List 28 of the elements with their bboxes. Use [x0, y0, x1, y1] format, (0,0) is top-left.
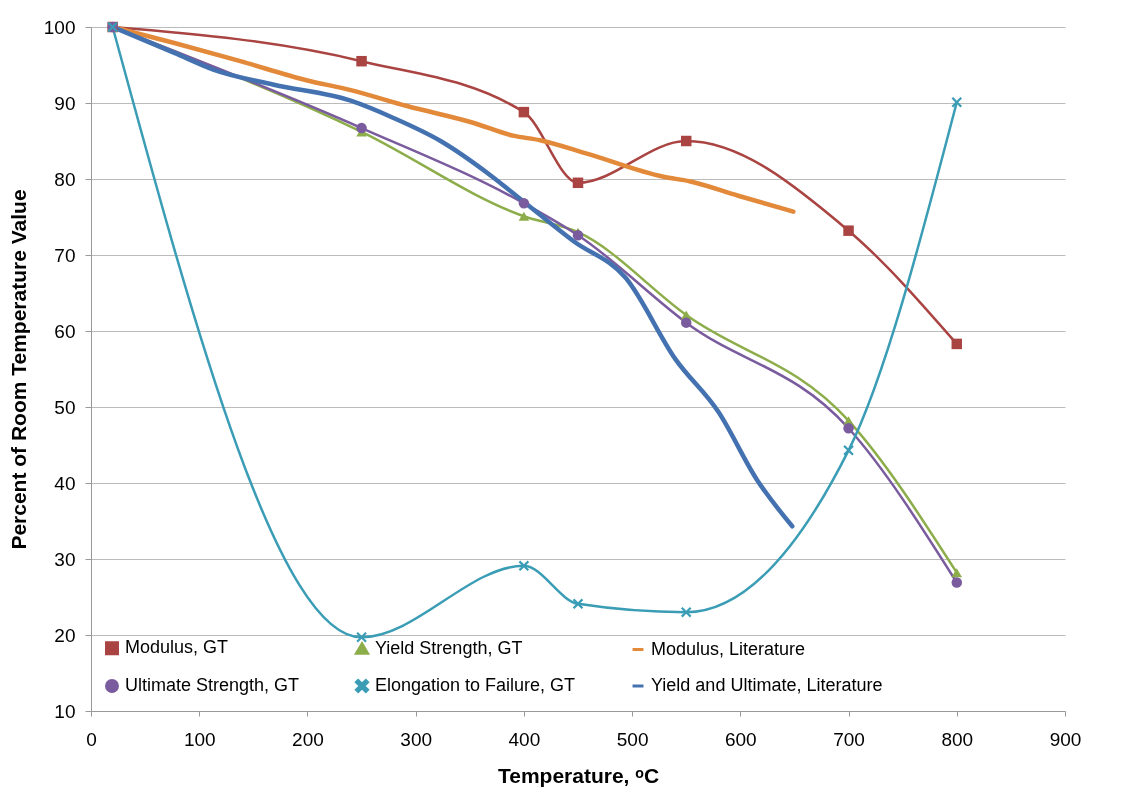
legend-label: Elongation to Failure, GT: [375, 675, 576, 695]
y-tick-label: 60: [54, 320, 76, 342]
x-axis-title: Temperature, ᵒC: [497, 763, 660, 787]
x-tick-label: 400: [508, 728, 541, 750]
legend-label: Yield and Ultimate, Literature: [651, 675, 883, 695]
y-tick-label: 10: [54, 700, 76, 722]
y-tick-label: 100: [43, 16, 76, 38]
legend-label: Modulus, GT: [125, 637, 229, 658]
x-tick-label: 100: [183, 728, 216, 750]
legend-label: Modulus, Literature: [651, 638, 806, 659]
x-tick-label: 600: [724, 728, 757, 750]
y-tick-label: 80: [54, 168, 76, 190]
y-tick-label: 30: [54, 548, 76, 570]
y-tick-label: 20: [54, 624, 76, 646]
y-tick-label: 90: [54, 92, 76, 114]
legend-label: Ultimate Strength, GT: [125, 675, 300, 695]
y-tick-label: 50: [54, 396, 76, 418]
x-tick-label: 200: [292, 728, 324, 750]
x-tick-label: 700: [833, 728, 865, 750]
x-tick-label: 500: [616, 728, 649, 750]
y-tick-label: 70: [54, 244, 76, 266]
x-tick-label: 0: [86, 728, 97, 750]
legend-label: Yield Strength, GT: [375, 637, 523, 658]
y-tick-label: 40: [54, 472, 76, 494]
x-tick-label: 300: [400, 728, 433, 750]
y-axis-title: Percent of Room Temperature Value: [6, 189, 30, 550]
x-tick-label: 900: [1049, 728, 1082, 750]
x-tick-label: 800: [941, 728, 974, 750]
